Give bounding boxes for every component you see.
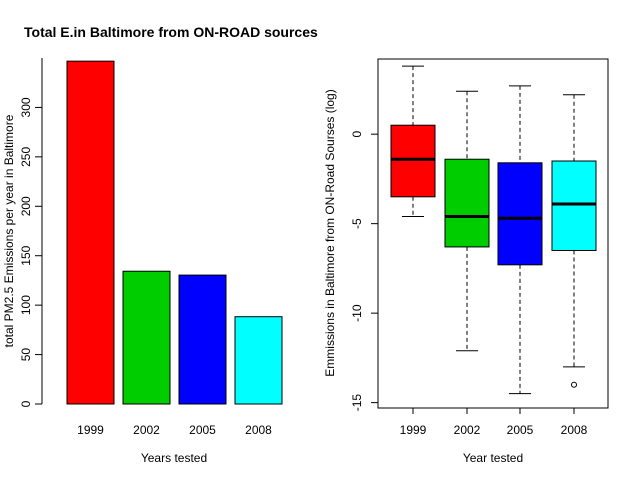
left-x-tick-label: 2005 bbox=[189, 423, 216, 437]
left-x-tick-label: 2008 bbox=[245, 423, 272, 437]
left-y-tick-label: 250 bbox=[19, 147, 33, 167]
right-x-tick-label: 2002 bbox=[454, 423, 481, 437]
left-bar-2008 bbox=[234, 316, 283, 405]
left-y-tick-label: 100 bbox=[19, 295, 33, 315]
left-y-axis-label: total PM2.5 Emissions per year in Baltim… bbox=[2, 114, 16, 347]
left-y-ticks: 0 50 100 150 200 250 300 bbox=[19, 97, 42, 407]
box-2008 bbox=[551, 160, 597, 252]
right-y-tick-label: 0 bbox=[350, 131, 364, 138]
left-y-tick-label: 300 bbox=[19, 97, 33, 117]
left-x-tick-label: 2002 bbox=[133, 423, 160, 437]
left-bar-1999 bbox=[66, 60, 115, 405]
right-y-ticks: -15 -10 -5 0 bbox=[350, 131, 378, 412]
left-y-tick-label: 150 bbox=[19, 245, 33, 265]
box-2002 bbox=[444, 158, 490, 248]
right-x-axis-label: Year tested bbox=[463, 451, 523, 465]
right-box-chart: -15 -10 -5 0 1999 2002 2005 2008 Year tested E… bbox=[323, 58, 609, 465]
outlier-point-2008 bbox=[571, 381, 577, 388]
left-x-ticks: 1999 2002 2005 2008 bbox=[77, 423, 272, 437]
right-boxes bbox=[390, 65, 597, 395]
left-y-tick-label: 0 bbox=[19, 400, 33, 407]
box-2005 bbox=[497, 162, 543, 266]
left-x-axis-label: Years tested bbox=[141, 451, 207, 465]
right-y-tick-label: -5 bbox=[350, 218, 364, 229]
box-1999 bbox=[390, 124, 436, 198]
left-bar-chart: Total E.in Baltimore from ON-ROAD source… bbox=[2, 24, 318, 465]
right-x-tick-label: 1999 bbox=[400, 423, 427, 437]
right-y-tick-label: -15 bbox=[350, 394, 364, 412]
left-bars bbox=[66, 60, 283, 405]
right-y-axis-label: Emmissions in Baltimore from ON-Road Sou… bbox=[323, 89, 337, 376]
left-y-tick-label: 50 bbox=[19, 348, 33, 362]
right-x-ticks: 1999 2002 2005 2008 bbox=[400, 408, 588, 437]
left-chart-title: Total E.in Baltimore from ON-ROAD source… bbox=[24, 24, 318, 40]
left-bar-2005 bbox=[178, 274, 227, 405]
left-x-tick-label: 1999 bbox=[77, 423, 104, 437]
right-x-tick-label: 2005 bbox=[507, 423, 534, 437]
left-y-tick-label: 200 bbox=[19, 196, 33, 216]
right-y-tick-label: -10 bbox=[350, 304, 364, 322]
left-bar-2002 bbox=[122, 270, 171, 405]
right-x-tick-label: 2008 bbox=[561, 423, 588, 437]
